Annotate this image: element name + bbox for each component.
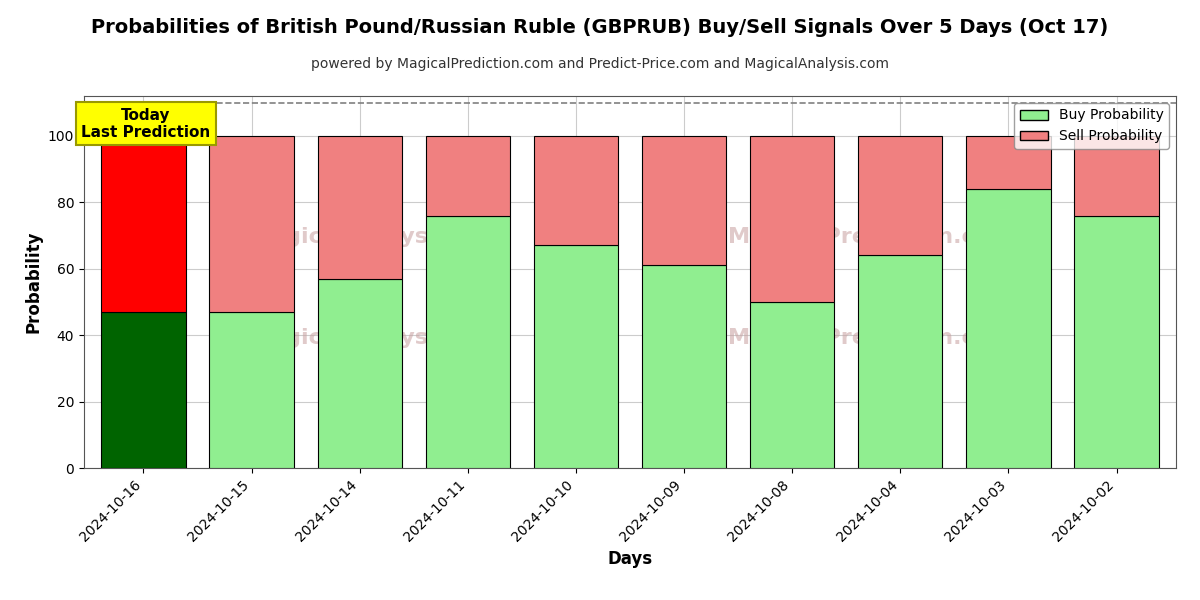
Bar — [642, 265, 726, 468]
Text: MagicalPrediction.com: MagicalPrediction.com — [727, 328, 1013, 348]
Bar — [210, 312, 294, 468]
Bar — [750, 302, 834, 468]
Text: MagicalAnalysis.com: MagicalAnalysis.com — [248, 328, 510, 348]
X-axis label: Days: Days — [607, 550, 653, 568]
Text: Today
Last Prediction: Today Last Prediction — [82, 107, 210, 140]
Bar — [426, 136, 510, 215]
Bar — [750, 136, 834, 302]
Text: Probabilities of British Pound/Russian Ruble (GBPRUB) Buy/Sell Signals Over 5 Da: Probabilities of British Pound/Russian R… — [91, 18, 1109, 37]
Bar — [101, 312, 186, 468]
Bar — [101, 136, 186, 312]
Bar — [966, 136, 1050, 189]
Bar — [318, 136, 402, 278]
Bar — [426, 215, 510, 468]
Bar — [534, 245, 618, 468]
Text: MagicalPrediction.com: MagicalPrediction.com — [727, 227, 1013, 247]
Bar — [966, 189, 1050, 468]
Bar — [642, 136, 726, 265]
Bar — [1074, 136, 1159, 215]
Bar — [318, 278, 402, 468]
Bar — [210, 136, 294, 312]
Legend: Buy Probability, Sell Probability: Buy Probability, Sell Probability — [1014, 103, 1169, 149]
Bar — [534, 136, 618, 245]
Bar — [858, 256, 942, 468]
Text: MagicalAnalysis.com: MagicalAnalysis.com — [248, 227, 510, 247]
Bar — [1074, 215, 1159, 468]
Y-axis label: Probability: Probability — [24, 231, 42, 333]
Bar — [858, 136, 942, 256]
Text: powered by MagicalPrediction.com and Predict-Price.com and MagicalAnalysis.com: powered by MagicalPrediction.com and Pre… — [311, 57, 889, 71]
